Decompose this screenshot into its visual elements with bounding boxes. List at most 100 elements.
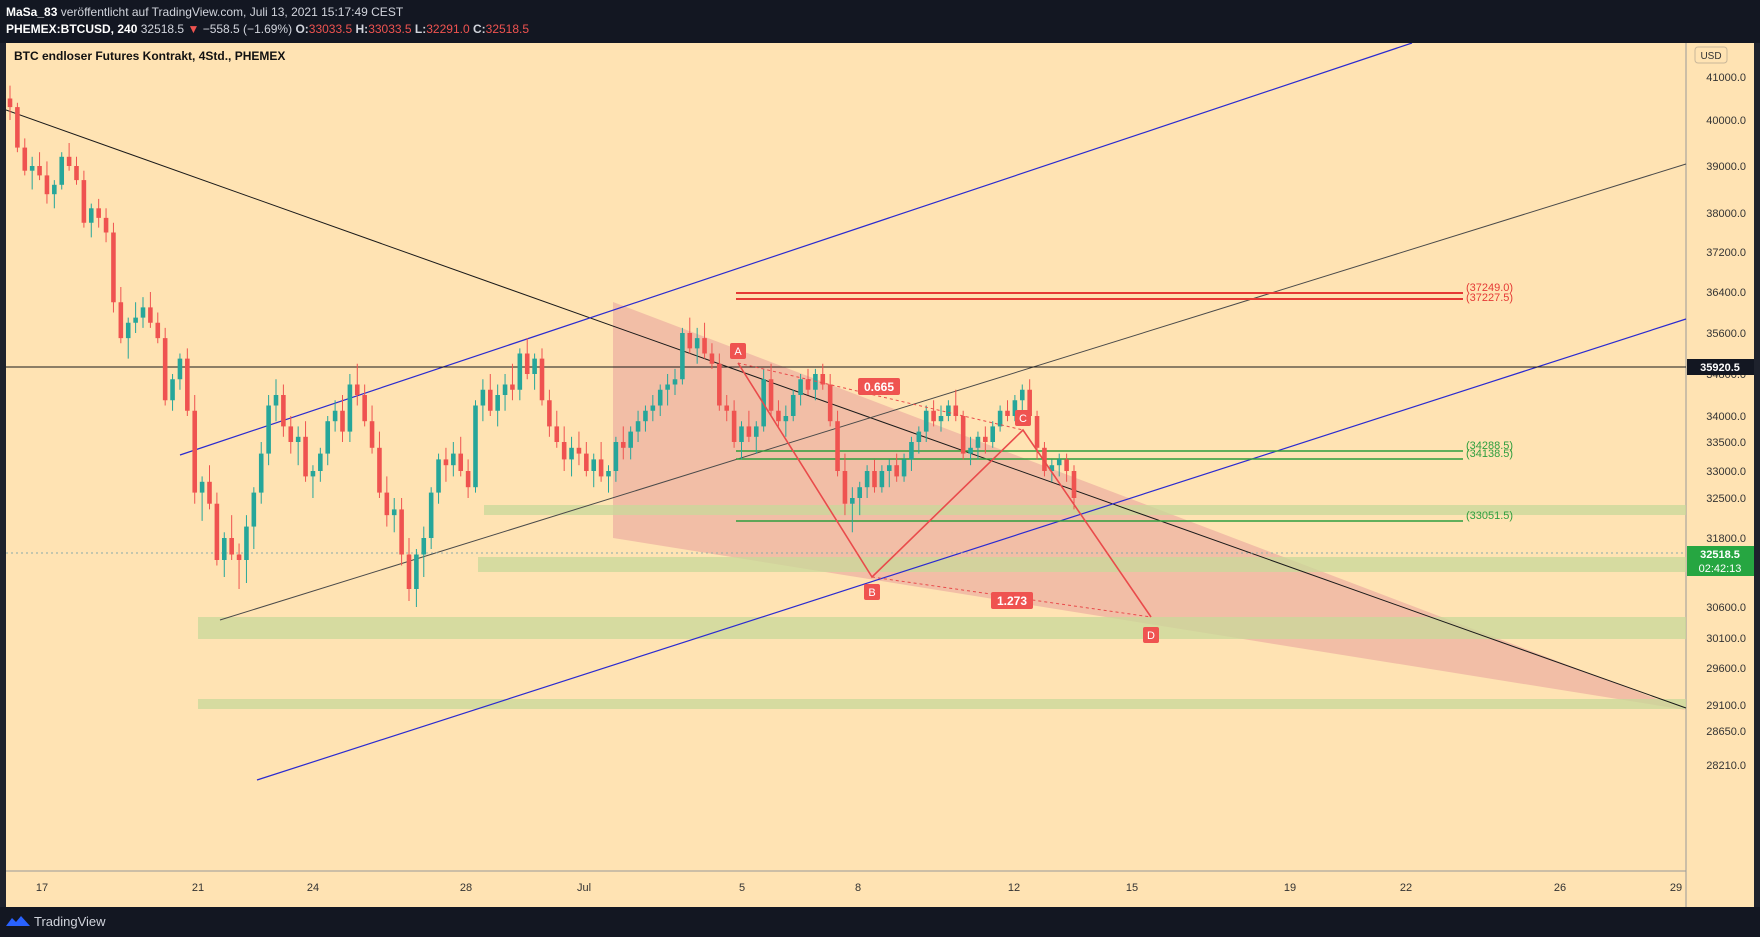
level-label-34288: (34288.5) bbox=[1466, 440, 1513, 452]
ratio-bd-badge[interactable]: 1.273 bbox=[991, 592, 1033, 609]
point-b-marker[interactable]: B bbox=[864, 584, 880, 600]
point-d-marker[interactable]: D bbox=[1143, 627, 1159, 643]
candle-body bbox=[207, 481, 212, 504]
candle-body bbox=[894, 465, 899, 477]
candle bbox=[118, 287, 124, 344]
candle bbox=[798, 374, 803, 406]
candle-body bbox=[1049, 465, 1055, 471]
abcd-pattern-line[interactable] bbox=[737, 362, 1152, 618]
chart-title: BTC endloser Futures Kontrakt, 4Std., PH… bbox=[14, 49, 285, 63]
candle bbox=[192, 395, 198, 504]
point-a-marker[interactable]: A bbox=[730, 343, 746, 359]
candle bbox=[436, 453, 441, 504]
price-tick-label: 33500.0 bbox=[1706, 437, 1746, 449]
candle bbox=[532, 353, 537, 390]
candle-body bbox=[820, 374, 826, 385]
candle-body bbox=[1064, 459, 1069, 471]
low-value: 32291.0 bbox=[426, 22, 470, 36]
candle bbox=[643, 405, 648, 432]
price-tick-label: 28210.0 bbox=[1706, 760, 1746, 772]
candle bbox=[672, 368, 678, 395]
ratio-bd-badge-bg bbox=[991, 592, 1033, 609]
candle bbox=[960, 410, 966, 460]
candle-body bbox=[997, 410, 1003, 427]
candle bbox=[539, 348, 545, 406]
price-chart[interactable]: A B C D 0.665 1.273 (37249.0) (37227.5) … bbox=[6, 43, 1754, 907]
candle bbox=[576, 431, 582, 466]
footer-brand[interactable]: TradingView bbox=[34, 914, 106, 929]
time-tick-label: 29 bbox=[1670, 882, 1682, 894]
currency-button[interactable] bbox=[1694, 46, 1728, 64]
symbol-name[interactable]: PHEMEX:BTCUSD, 240 bbox=[6, 22, 138, 36]
candle-body bbox=[44, 175, 50, 195]
candle-body bbox=[931, 410, 936, 422]
candle bbox=[347, 374, 353, 442]
candle bbox=[111, 222, 116, 313]
candle bbox=[916, 426, 922, 454]
time-axis[interactable]: 17 21 24 28 Jul 5 8 12 15 19 22 26 29 bbox=[36, 882, 1682, 894]
candle-body bbox=[451, 453, 456, 466]
candle bbox=[229, 515, 234, 560]
candle bbox=[923, 405, 929, 442]
candle-body bbox=[340, 410, 345, 432]
candle bbox=[325, 416, 331, 466]
candle bbox=[997, 405, 1003, 432]
price-tick-label: 40000.0 bbox=[1706, 115, 1746, 127]
candle bbox=[88, 203, 94, 238]
last-price-tag: 32518.5 02:42:13 bbox=[1687, 546, 1754, 576]
descending-trendline[interactable] bbox=[6, 109, 1687, 709]
candle-body bbox=[384, 492, 390, 516]
candle bbox=[561, 426, 567, 471]
candle-body bbox=[377, 447, 382, 493]
candle bbox=[44, 161, 50, 204]
candle-body bbox=[185, 358, 190, 411]
lower-channel-line[interactable] bbox=[256, 318, 1687, 781]
point-c-marker[interactable]: C bbox=[1015, 410, 1031, 426]
candle bbox=[399, 498, 404, 566]
candle bbox=[332, 400, 338, 432]
time-axis-background bbox=[6, 871, 1686, 907]
upper-channel-line[interactable] bbox=[179, 43, 1413, 456]
candle bbox=[414, 549, 419, 607]
candle-body bbox=[103, 217, 109, 233]
candle-body bbox=[510, 384, 515, 390]
candle-body bbox=[29, 166, 35, 171]
price-axis[interactable]: 41000.0 40000.0 39000.0 38000.0 37200.0 36400… bbox=[1706, 72, 1746, 772]
down-arrow-icon: ▼ bbox=[187, 22, 200, 36]
ascending-trendline[interactable] bbox=[219, 163, 1687, 621]
candle bbox=[753, 421, 759, 454]
candle bbox=[7, 85, 13, 120]
publish-info: veröffentlicht auf TradingView.com, Juli… bbox=[60, 5, 404, 19]
candle bbox=[680, 327, 685, 385]
candle-body bbox=[842, 471, 848, 504]
candle-body bbox=[140, 307, 146, 318]
candle-body bbox=[872, 471, 877, 488]
candle bbox=[214, 492, 220, 566]
chart-area[interactable]: A B C D 0.665 1.273 (37249.0) (37227.5) … bbox=[6, 43, 1754, 907]
candle bbox=[650, 395, 656, 422]
candle bbox=[451, 442, 456, 477]
tradingview-logo-icon[interactable] bbox=[6, 914, 30, 928]
ratio-ac-value: 0.665 bbox=[864, 380, 894, 394]
ratio-bd-value: 1.273 bbox=[997, 594, 1027, 608]
candle bbox=[281, 384, 286, 437]
candle-body bbox=[835, 421, 840, 471]
candle bbox=[185, 348, 190, 416]
candle-body bbox=[850, 498, 855, 504]
candle-body bbox=[480, 389, 486, 406]
resistance-price-value: 35920.5 bbox=[1700, 362, 1740, 374]
last-price: 32518.5 bbox=[140, 22, 185, 36]
candle bbox=[613, 436, 619, 482]
ratio-ac-badge[interactable]: 0.665 bbox=[858, 378, 900, 395]
candle-body bbox=[281, 395, 286, 427]
candle-body bbox=[1071, 471, 1077, 498]
open-label: O: bbox=[295, 22, 309, 36]
candle bbox=[953, 389, 959, 422]
candle-body bbox=[244, 526, 249, 560]
candle bbox=[517, 348, 523, 401]
price-change: −558.5 (−1.69%) bbox=[202, 22, 293, 36]
candle-body bbox=[946, 405, 951, 416]
resistance-price-tag: 35920.5 bbox=[1687, 359, 1754, 375]
publisher-name[interactable]: MaSa_83 bbox=[6, 5, 58, 19]
price-tick-label: 35600.0 bbox=[1706, 328, 1746, 340]
